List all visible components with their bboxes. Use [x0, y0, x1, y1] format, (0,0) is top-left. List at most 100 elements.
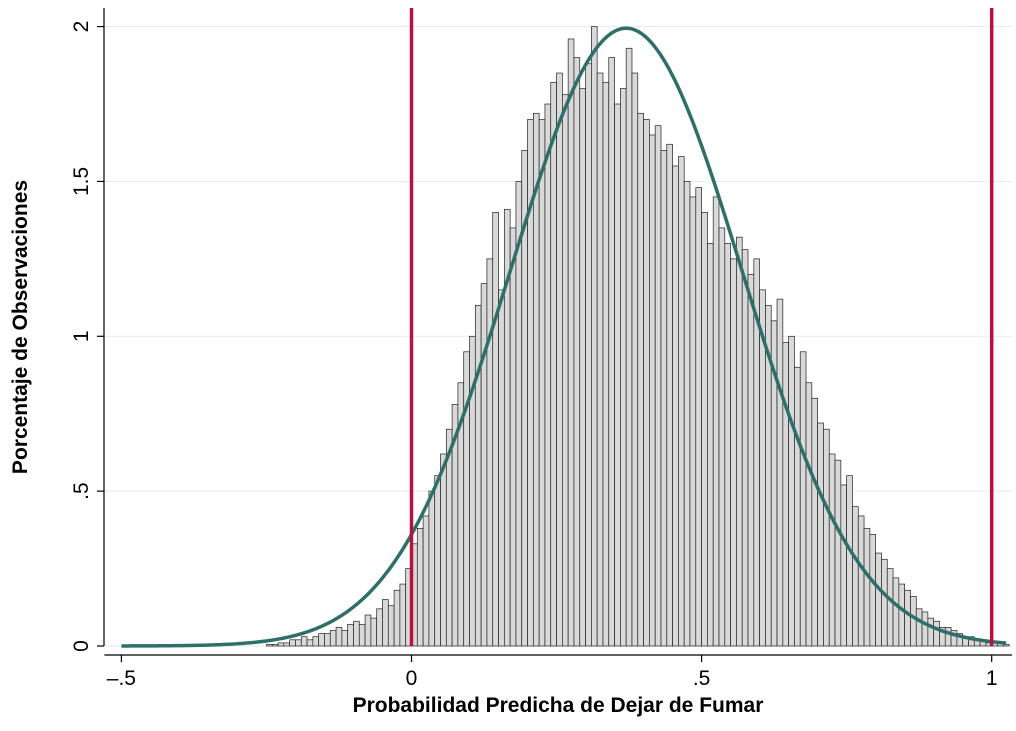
bar — [509, 227, 517, 647]
bar — [567, 38, 575, 647]
bar — [788, 335, 795, 647]
bar — [695, 187, 702, 647]
bar — [898, 583, 906, 647]
bar — [857, 515, 865, 647]
bar — [840, 484, 847, 647]
bar — [579, 88, 586, 647]
bar — [591, 26, 598, 647]
x-tick-label: 0 — [406, 667, 418, 690]
bar — [834, 459, 842, 647]
bar — [353, 620, 360, 647]
bar — [886, 568, 894, 647]
bar — [724, 243, 731, 647]
bar — [376, 608, 383, 647]
bar — [364, 614, 372, 647]
bar — [881, 558, 888, 647]
bar — [730, 258, 737, 647]
y-tick-label: 1 — [70, 330, 93, 342]
bar — [625, 47, 633, 647]
y-axis-title: Porcentaje de Observaciones — [9, 180, 32, 474]
bar — [538, 119, 546, 647]
bar — [428, 490, 436, 647]
bar — [271, 644, 279, 647]
bar — [828, 453, 836, 647]
bar — [1002, 644, 1010, 647]
bar — [736, 236, 743, 647]
bar — [434, 475, 441, 647]
bar — [666, 143, 673, 647]
bar — [944, 627, 952, 647]
bar — [480, 283, 488, 647]
bar — [672, 165, 679, 647]
bar — [776, 298, 784, 647]
bar — [712, 196, 720, 647]
bar — [306, 639, 314, 647]
bar — [643, 119, 650, 647]
bar — [654, 125, 662, 647]
bar — [683, 181, 691, 647]
bar — [649, 134, 656, 647]
bar — [422, 515, 430, 647]
bar — [869, 534, 877, 647]
x-tick-label: 1 — [986, 667, 998, 690]
bar — [921, 611, 929, 647]
bar — [596, 72, 604, 647]
bar — [718, 227, 726, 647]
bar — [289, 639, 296, 647]
bar — [573, 57, 581, 647]
x-tick-label: –.5 — [107, 667, 136, 690]
bar — [312, 636, 320, 647]
bar — [585, 63, 592, 647]
bar — [318, 633, 325, 647]
bar — [492, 212, 499, 647]
bar — [544, 103, 552, 647]
density-curve — [121, 26, 1007, 648]
bar — [701, 212, 708, 647]
bar — [875, 552, 882, 647]
bar — [347, 623, 354, 647]
bar — [550, 81, 557, 647]
bar — [329, 630, 337, 647]
bar — [608, 57, 615, 647]
bar — [892, 577, 900, 647]
y-tick-label: 1.5 — [70, 167, 93, 196]
bar — [910, 596, 917, 647]
bar — [846, 475, 853, 647]
bar — [933, 620, 940, 647]
bar — [863, 527, 871, 647]
bar — [741, 249, 749, 647]
bar — [399, 583, 407, 647]
bar — [300, 636, 308, 647]
bar — [324, 633, 331, 647]
y-tick-label: 2 — [70, 21, 93, 33]
x-axis-title: Probabilidad Predicha de Dejar de Fumar — [353, 694, 764, 717]
bar — [562, 94, 569, 647]
bar — [283, 642, 291, 647]
bar — [474, 304, 482, 647]
bar — [602, 81, 610, 647]
bar — [904, 589, 911, 647]
bar — [689, 196, 697, 647]
bar — [556, 72, 563, 647]
bar — [266, 644, 273, 647]
bar — [341, 630, 349, 647]
y-tick-label: 0 — [70, 640, 93, 652]
bar — [387, 605, 395, 647]
bar — [637, 112, 644, 647]
bar — [811, 397, 818, 647]
bar — [782, 342, 789, 647]
bar — [823, 428, 830, 647]
y-tick-label: .5 — [70, 482, 93, 500]
bar — [614, 103, 621, 647]
bar — [927, 617, 935, 647]
bar — [747, 273, 755, 647]
bar — [277, 642, 285, 647]
bar — [416, 527, 424, 647]
bar — [799, 351, 807, 647]
bar — [660, 150, 668, 647]
bar — [678, 156, 685, 647]
bar — [817, 422, 824, 647]
bar — [498, 289, 505, 647]
x-tick-label: .5 — [693, 667, 711, 690]
